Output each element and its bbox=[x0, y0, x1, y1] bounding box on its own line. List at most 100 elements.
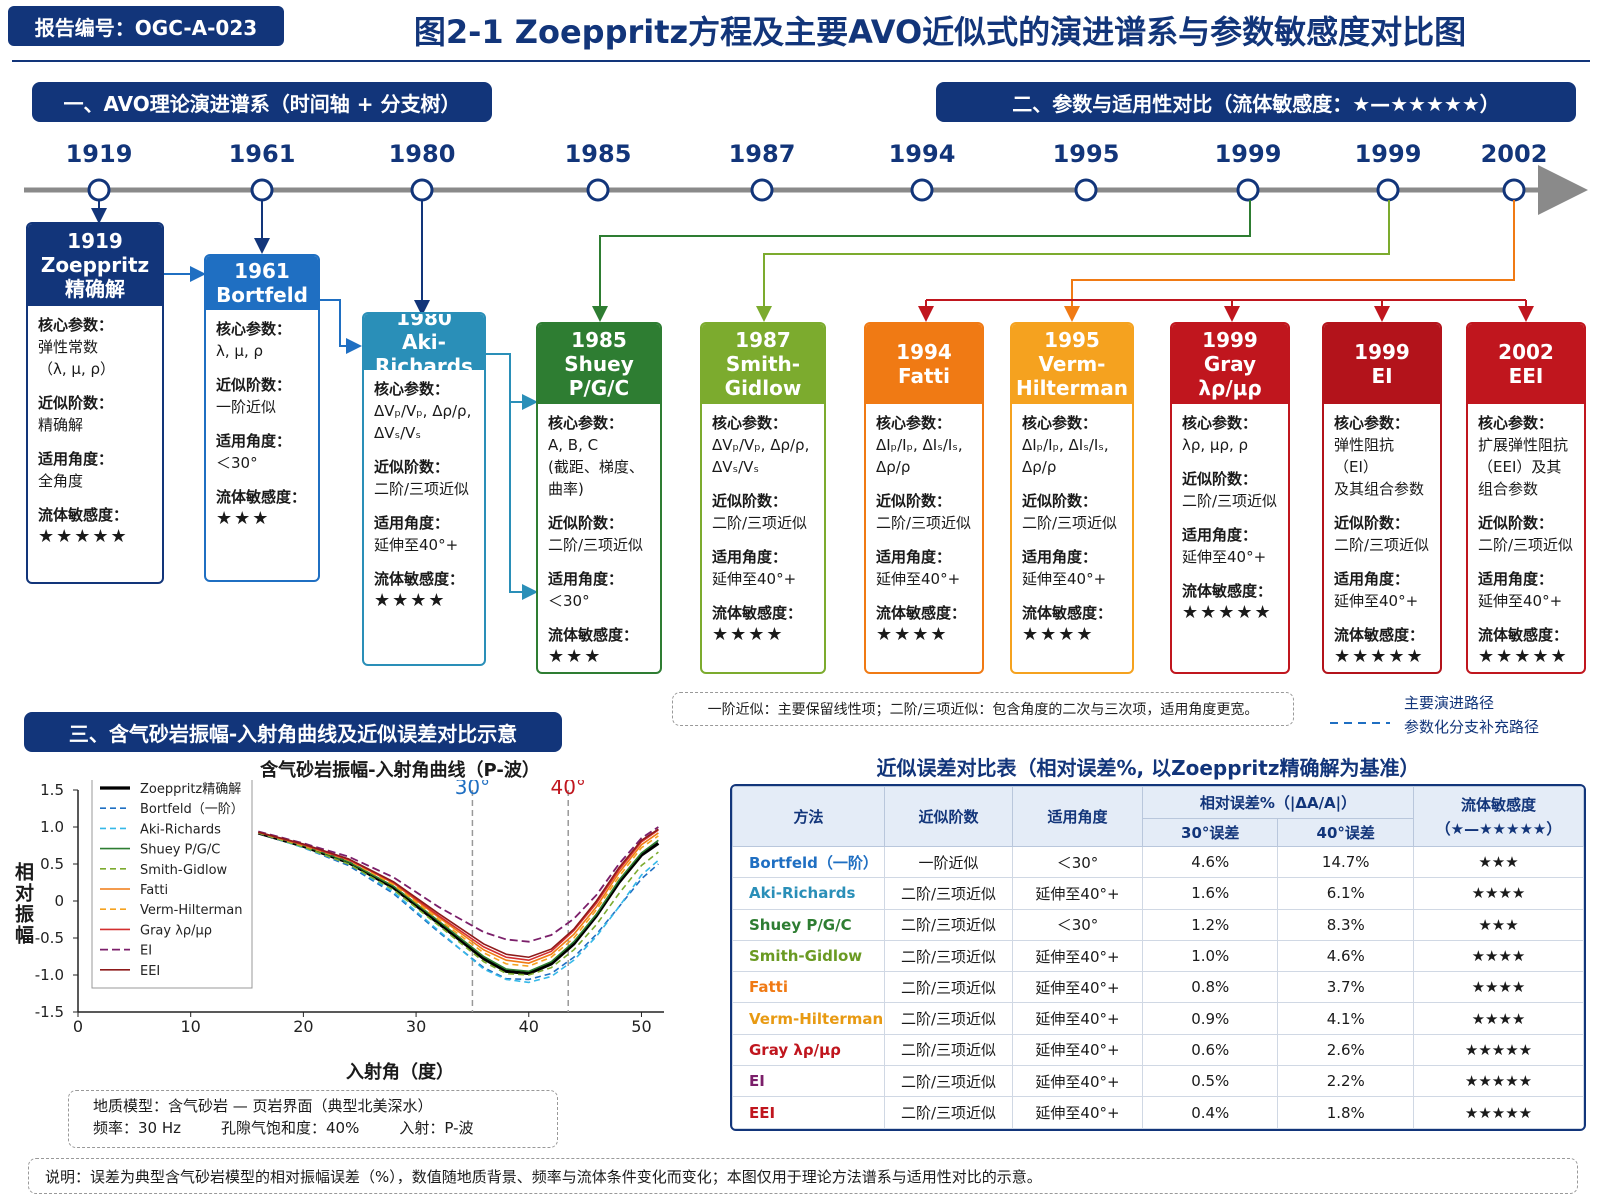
series-line bbox=[258, 832, 659, 976]
card-stars: ★★★★ bbox=[712, 624, 785, 645]
cell-order: 二阶/三项近似 bbox=[884, 1002, 1013, 1035]
cell-method: Smith-Gidlow bbox=[732, 939, 885, 973]
method-card: 1919 Zoeppritz 精确解 核心参数： 弹性常数 （λ, μ, ρ） 近似阶… bbox=[26, 222, 164, 584]
cell-e30: 4.6% bbox=[1141, 845, 1279, 879]
table-row: Bortfeld（一阶） 一阶近似 ＜30° 4.6% 14.7% ★★★ bbox=[732, 845, 1584, 879]
method-card: 1999 EI 核心参数： 弹性阻抗（EI） 及其组合参数 近似阶数： 二阶/三项近似适… bbox=[1322, 322, 1442, 674]
legend-label: Fatti bbox=[140, 883, 168, 898]
timeline-node bbox=[586, 178, 610, 202]
cell-e40: 6.1% bbox=[1277, 877, 1414, 910]
series-line bbox=[258, 831, 659, 967]
timeline-node bbox=[1074, 178, 1098, 202]
card-field-label: 流体敏感度： bbox=[38, 506, 129, 524]
card-field-label: 适用角度： bbox=[38, 450, 114, 468]
method-card: 1987 Smith- Gidlow 核心参数： ΔVₚ/Vₚ, Δρ/ρ, ΔVₛ… bbox=[700, 322, 826, 674]
cell-order: 二阶/三项近似 bbox=[884, 877, 1013, 910]
card-title: 1994 Fatti bbox=[866, 324, 982, 404]
card-stars: ★★★★★ bbox=[38, 526, 129, 547]
card-field-label: 近似阶数： bbox=[1334, 514, 1410, 532]
card-field-label: 近似阶数： bbox=[712, 492, 788, 510]
card-field-label: 核心参数： bbox=[876, 414, 952, 432]
card-field-label: 近似阶数： bbox=[216, 376, 292, 394]
card-field-value: ΔIₚ/Iₚ, ΔIₛ/Iₛ, Δρ/ρ bbox=[876, 436, 963, 476]
card-field-label: 流体敏感度： bbox=[876, 604, 967, 622]
timeline-node bbox=[250, 178, 274, 202]
cell-sens: ★★★★★ bbox=[1413, 1096, 1584, 1129]
card-field-value: 二阶/三项近似 bbox=[712, 514, 808, 532]
card-field-label: 核心参数： bbox=[374, 380, 450, 398]
card-field-label: 适用角度： bbox=[1334, 570, 1410, 588]
report-id-badge: 报告编号：OGC-A-023 bbox=[8, 6, 284, 46]
card-field-value: 二阶/三项近似 bbox=[374, 480, 470, 498]
chart-legend-box bbox=[91, 780, 253, 989]
cell-angle: 延伸至40°+ bbox=[1012, 971, 1143, 1004]
error-table: 方法 近似阶数 适用角度 相对误差%（|ΔA/A|） 流体敏感度 （★—★★★★… bbox=[730, 784, 1586, 1131]
y-tick-label: 1.5 bbox=[40, 781, 64, 799]
timeline-node bbox=[910, 178, 934, 202]
timeline-year: 1994 bbox=[888, 140, 956, 168]
card-body: 核心参数： λρ, μρ, ρ 近似阶数： 二阶/三项近似 适用角度： 延伸至40°+ 流体… bbox=[1172, 404, 1288, 630]
y-tick-label: 0.5 bbox=[40, 855, 64, 873]
cell-method: EI bbox=[732, 1065, 885, 1098]
legend-label: Gray λρ/μρ bbox=[140, 923, 212, 938]
th-error: 相对误差%（|ΔA/A|） bbox=[1142, 786, 1414, 819]
card-title: 1985 Shuey P/G/C bbox=[538, 324, 660, 404]
card-field-value: 二阶/三项近似 bbox=[548, 536, 644, 554]
avo-chart: 0 10 20 30 40 501.51.00.50-0.5-1.0-1.530° 40° … bbox=[35, 780, 664, 1036]
y-tick-label: -1.5 bbox=[35, 1003, 64, 1021]
timeline-node bbox=[1376, 178, 1400, 202]
y-tick-label: -0.5 bbox=[35, 929, 64, 947]
timeline-year: 1995 bbox=[1052, 140, 1120, 168]
card-field-value: 延伸至40°+ bbox=[1334, 592, 1419, 610]
card-field-label: 近似阶数： bbox=[38, 394, 114, 412]
series-line bbox=[258, 832, 659, 984]
cell-sens: ★★★★ bbox=[1413, 1002, 1584, 1035]
footnote: 说明：误差为典型含气砂岩模型的相对振幅误差（%），数值随地质背景、频率与流体条件… bbox=[28, 1158, 1578, 1194]
table-title: 近似误差对比表（相对误差%, 以Zoeppritz精确解为基准） bbox=[876, 756, 1420, 780]
cell-e30: 1.0% bbox=[1141, 939, 1279, 973]
timeline-graphic bbox=[24, 165, 1588, 600]
card-stars: ★★★★★ bbox=[1182, 602, 1273, 623]
cell-e40: 2.2% bbox=[1277, 1065, 1414, 1098]
card-field-label: 近似阶数： bbox=[1478, 514, 1554, 532]
legend-branch-path-label: 参数化分支补充路径 bbox=[1404, 718, 1540, 736]
card-stars: ★★★★★ bbox=[1334, 646, 1425, 667]
section-2-header: 二、参数与适用性对比（流体敏感度：★—★★★★★） bbox=[936, 82, 1576, 122]
geo-line-1: 地质模型：含气砂岩 — 页岩界面（典型北美深水） bbox=[93, 1097, 433, 1115]
card-field-value: 全角度 bbox=[38, 472, 84, 490]
x-tick-label: 40 bbox=[519, 1017, 539, 1036]
cell-angle: 延伸至40°+ bbox=[1012, 1065, 1143, 1098]
card-title: 1999 Gray λρ/μρ bbox=[1172, 324, 1288, 404]
cell-angle: 延伸至40°+ bbox=[1012, 877, 1143, 910]
card-body: 核心参数： ΔVₚ/Vₚ, Δρ/ρ, ΔVₛ/Vₛ 近似阶数： 二阶/三项近似 适用角… bbox=[702, 404, 824, 652]
series-line bbox=[258, 831, 659, 973]
method-card: 1961 Bortfeld 核心参数： λ, μ, ρ 近似阶数： 一阶近似 适用角度： ＜… bbox=[204, 254, 320, 582]
order-note: 一阶近似：主要保留线性项；二阶/三项近似：包含角度的二次与三次项，适用角度更宽。 bbox=[672, 692, 1294, 726]
geo-incidence: 入射：P-波 bbox=[399, 1119, 474, 1137]
x-tick-label: 50 bbox=[631, 1017, 651, 1036]
x-tick-label: 10 bbox=[181, 1017, 201, 1036]
card-title: 1987 Smith- Gidlow bbox=[702, 324, 824, 404]
card-stars: ★★★ bbox=[216, 508, 271, 529]
legend-label: Aki-Richards bbox=[140, 822, 221, 837]
card-stars: ★★★★ bbox=[876, 624, 949, 645]
legend-label: Smith-Gidlow bbox=[140, 863, 228, 878]
ref-line-label: 40° bbox=[550, 780, 585, 799]
title-divider bbox=[12, 60, 1590, 62]
card-field-label: 适用角度： bbox=[1478, 570, 1554, 588]
cell-method: Gray λρ/μρ bbox=[732, 1033, 885, 1067]
cell-order: 二阶/三项近似 bbox=[884, 1033, 1013, 1067]
timeline-year: 2002 bbox=[1480, 140, 1548, 168]
chart-xlabel: 入射角（度） bbox=[346, 1062, 454, 1083]
th-method: 方法 bbox=[732, 786, 885, 847]
cell-e40: 14.7% bbox=[1277, 845, 1414, 879]
card-field-label: 适用角度： bbox=[1022, 548, 1098, 566]
cell-sens: ★★★★ bbox=[1413, 939, 1584, 973]
method-card: 1999 Gray λρ/μρ 核心参数： λρ, μρ, ρ 近似阶数： 二阶/三项近… bbox=[1170, 322, 1290, 674]
card-field-value: λ, μ, ρ bbox=[216, 342, 264, 360]
cell-sens: ★★★★★ bbox=[1413, 1065, 1584, 1098]
card-title: 1961 Bortfeld bbox=[206, 256, 318, 310]
card-field-value: 延伸至40°+ bbox=[1478, 592, 1563, 610]
card-field-label: 近似阶数： bbox=[876, 492, 952, 510]
branch-lightgreen bbox=[756, 200, 1390, 322]
